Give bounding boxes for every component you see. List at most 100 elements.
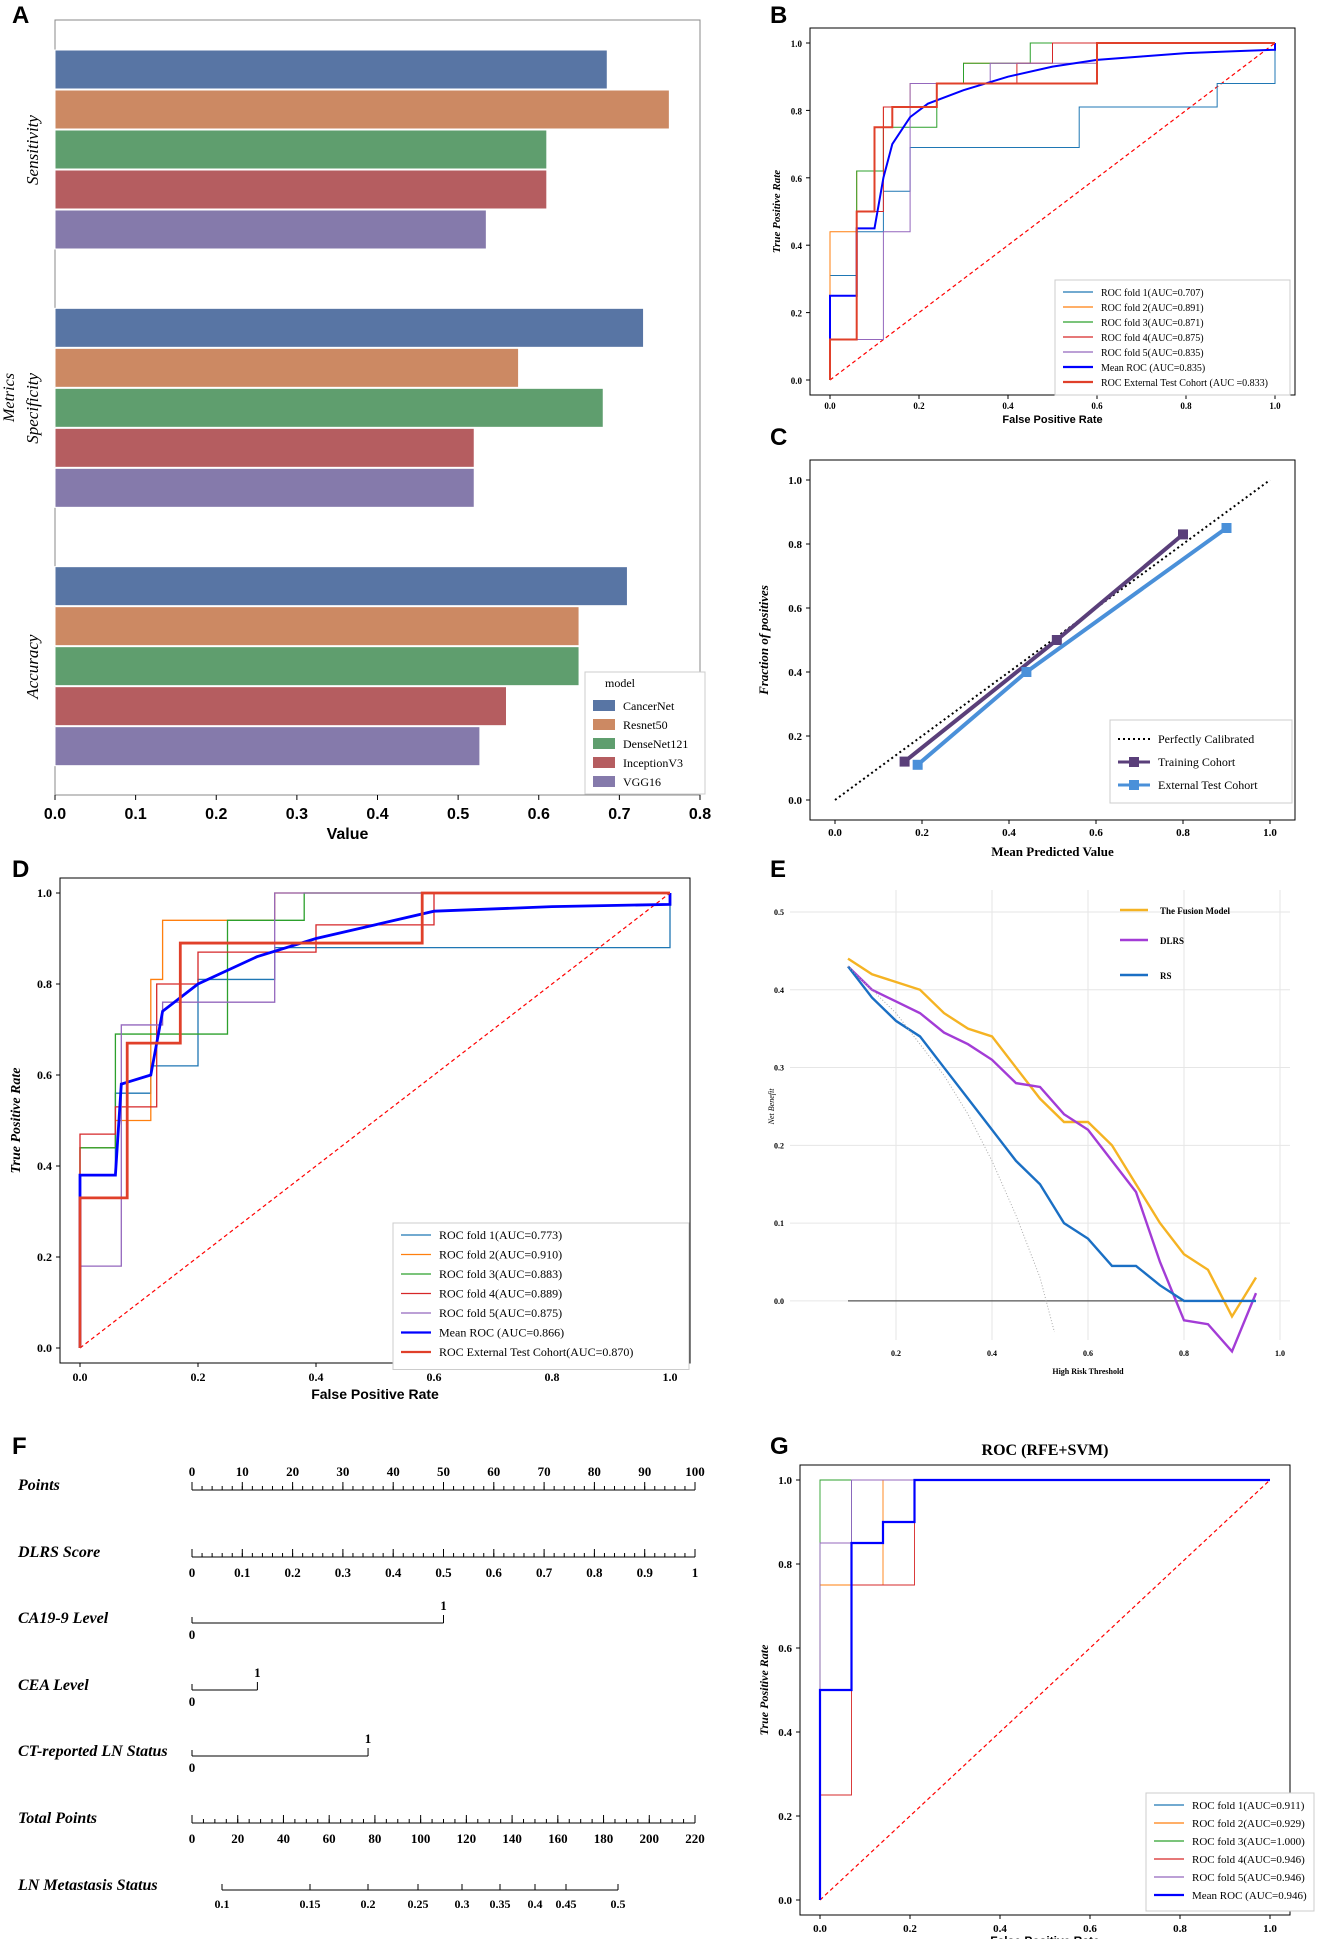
y-tick-label: 0.5 — [774, 908, 784, 917]
nomogram-tick-label: 100 — [411, 1831, 431, 1846]
legend-swatch — [593, 719, 615, 730]
nomogram-tick-label: 60 — [487, 1464, 500, 1479]
bar-CancerNet — [54, 49, 608, 90]
roc-line-fold5 — [79, 892, 670, 1348]
y-tick-label: 0.8 — [788, 539, 802, 551]
x-tick-label: 0.6 — [1083, 1923, 1097, 1935]
bar-InceptionV3 — [54, 686, 507, 727]
legend-entry: ROC fold 2(AUC=0.929) — [1192, 1818, 1305, 1830]
x-tick-label: 0.5 — [447, 806, 469, 823]
bar-CancerNet — [54, 566, 628, 607]
nomogram-tick-label: 0.45 — [556, 1897, 577, 1911]
y-tick-label: 0.0 — [37, 1341, 52, 1355]
legend-entry: CancerNet — [623, 699, 675, 713]
x-tick-label: 0.4 — [987, 1349, 997, 1358]
nomogram-row-label: Total Points — [18, 1810, 97, 1827]
legend-entry: DenseNet121 — [623, 737, 688, 751]
x-tick-label: 0.4 — [993, 1923, 1007, 1935]
legend-marker — [1129, 780, 1139, 790]
legend-box — [584, 671, 706, 795]
category-label: Sensitivity — [23, 115, 42, 185]
x-tick-label: 0.6 — [427, 1370, 442, 1384]
y-tick-label: 0.4 — [778, 1727, 792, 1739]
nomogram-tick-label: 0.2 — [284, 1565, 300, 1580]
x-tick-label: 0.6 — [528, 806, 550, 823]
legend-title: model — [605, 676, 636, 690]
x-tick-label: 0.0 — [824, 401, 836, 411]
y-tick-label: 0.0 — [774, 1297, 784, 1306]
bar-Resnet50 — [54, 347, 520, 388]
chance-line — [819, 1479, 1271, 1901]
x-tick-label: 1.0 — [1263, 1923, 1277, 1935]
nomogram-tick-label: 0.3 — [455, 1897, 470, 1911]
y-tick-label: 0.2 — [788, 731, 802, 743]
x-axis-label: Mean Predicted Value — [991, 844, 1114, 859]
x-tick-label: 0.2 — [891, 1349, 901, 1358]
x-tick-label: 0.0 — [828, 827, 842, 839]
nomogram-tick-label: 100 — [685, 1464, 705, 1479]
x-tick-label: 0.8 — [1173, 1923, 1187, 1935]
legend-entry: Training Cohort — [1158, 755, 1236, 769]
y-axis-label: Net Benefit — [767, 1088, 776, 1126]
x-tick-label: 0.0 — [813, 1923, 827, 1935]
nomogram-tick-label: 70 — [538, 1464, 551, 1479]
y-tick-label: 1.0 — [791, 39, 803, 49]
calibration-point — [1051, 635, 1062, 645]
legend-entry: VGG16 — [623, 775, 661, 789]
nomogram-tick-label: 0 — [189, 1464, 196, 1479]
nomogram-tick-label: 0 — [189, 1760, 196, 1775]
panel-letter-c: C — [770, 424, 788, 451]
x-tick-label: 1.0 — [1263, 827, 1277, 839]
x-tick-label: 0.4 — [1002, 827, 1016, 839]
legend-entry: ROC fold 2(AUC=0.891) — [1101, 303, 1204, 314]
legend-entry: ROC fold 2(AUC=0.910) — [439, 1248, 562, 1262]
x-tick-label: 0.2 — [915, 827, 929, 839]
y-tick-label: 0.6 — [788, 603, 802, 615]
panel-letter-g: G — [770, 1433, 789, 1460]
nomogram-row-label: DLRS Score — [17, 1544, 100, 1561]
nomogram-tick-label: 1 — [692, 1565, 699, 1580]
legend-entry: Resnet50 — [623, 718, 668, 732]
nomogram-tick-label: 0.2 — [361, 1897, 376, 1911]
legend-entry: DLRS — [1160, 936, 1184, 946]
legend-entry: ROC fold 3(AUC=0.871) — [1101, 318, 1204, 329]
x-axis-label: High Risk Threshold — [1052, 1367, 1124, 1376]
x-tick-label: 0.2 — [913, 401, 925, 411]
legend-marker — [1129, 757, 1139, 767]
nomogram-tick-label: 0.4 — [528, 1897, 543, 1911]
chance-line — [79, 892, 671, 1349]
nomogram-tick-label: 0 — [189, 1694, 196, 1709]
y-tick-label: 0.2 — [778, 1811, 792, 1823]
x-axis-label: False Positive Rate — [311, 1386, 439, 1402]
legend-entry: ROC fold 1(AUC=0.707) — [1101, 288, 1204, 299]
y-tick-label: 0.4 — [774, 986, 784, 995]
nomogram-tick-label: 0.1 — [234, 1565, 250, 1580]
legend-entry: Perfectly Calibrated — [1158, 732, 1254, 746]
y-tick-label: 0.0 — [791, 376, 803, 386]
y-tick-label: 0.2 — [791, 309, 803, 319]
nomogram-tick-label: 20 — [231, 1831, 244, 1846]
x-tick-label: 0.6 — [1091, 401, 1103, 411]
decision-curve — [847, 966, 1055, 1333]
nomogram-tick-label: 0.35 — [490, 1897, 511, 1911]
roc-line-mean — [78, 893, 672, 1348]
legend-entry: Mean ROC (AUC=0.835) — [1101, 363, 1205, 374]
y-axis-label: True Positive Rate — [9, 1067, 24, 1173]
y-axis-label: Fraction of positives — [756, 585, 771, 696]
roc-line-mean — [818, 1478, 1270, 1900]
nomogram-tick-label: 160 — [548, 1831, 568, 1846]
legend-entry: ROC fold 1(AUC=0.911) — [1192, 1800, 1305, 1812]
legend-entry: Mean ROC (AUC=0.946) — [1192, 1890, 1307, 1902]
x-tick-label: 0.2 — [903, 1923, 917, 1935]
nomogram-tick-label: 50 — [437, 1464, 450, 1479]
nomogram-tick-label: 0.5 — [611, 1897, 626, 1911]
y-tick-label: 0.6 — [778, 1643, 792, 1655]
x-tick-label: 0.0 — [44, 806, 66, 823]
x-tick-label: 0.8 — [1176, 827, 1190, 839]
nomogram-tick-label: 220 — [685, 1831, 705, 1846]
nomogram-tick-label: 200 — [640, 1831, 660, 1846]
x-tick-label: 0.4 — [366, 806, 388, 823]
legend-entry: ROC fold 3(AUC=0.883) — [439, 1267, 562, 1281]
y-tick-label: 0.0 — [788, 795, 802, 807]
decision-curve — [847, 965, 1256, 1303]
